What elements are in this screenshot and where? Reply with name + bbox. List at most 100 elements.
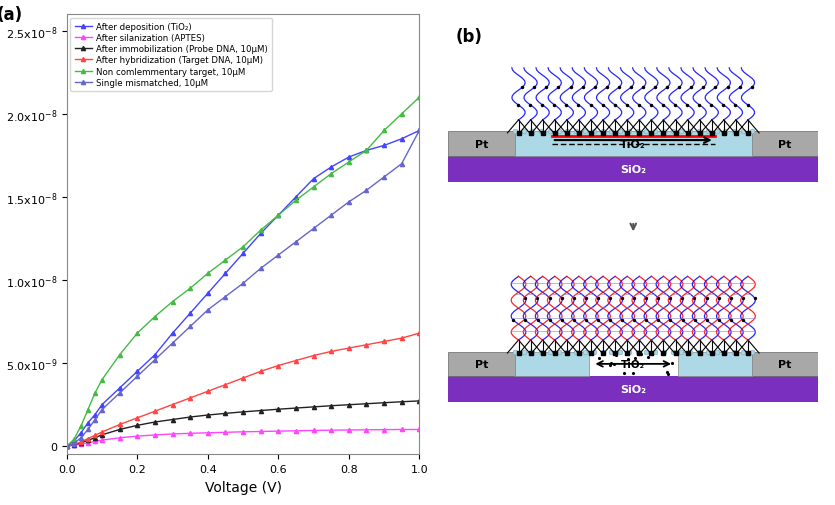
After hybridization (Target DNA, 10μM) — [220, 382, 230, 388]
Non comlemmentary target, 10μM — [83, 407, 93, 413]
After immobilization (Probe DNA, 10μM) — [256, 408, 266, 414]
X-axis label: Voltage (V): Voltage (V) — [205, 480, 281, 494]
After silanization (APTES) — [185, 430, 195, 436]
After silanization (APTES) — [83, 440, 93, 446]
Non comlemmentary target, 10μM — [326, 171, 337, 177]
After hybridization (Target DNA, 10μM) — [308, 353, 318, 359]
After hybridization (Target DNA, 10μM) — [90, 432, 100, 438]
Single mismatched, 10μM — [362, 188, 372, 194]
Single mismatched, 10μM — [68, 441, 78, 447]
After immobilization (Probe DNA, 10μM) — [291, 405, 301, 411]
After immobilization (Probe DNA, 10μM) — [62, 443, 72, 449]
After deposition (TiO₂) — [397, 136, 407, 142]
Non comlemmentary target, 10μM — [68, 436, 78, 442]
After silanization (APTES) — [291, 428, 301, 434]
Non comlemmentary target, 10μM — [168, 299, 178, 305]
Text: (a): (a) — [0, 7, 23, 24]
After silanization (APTES) — [168, 431, 178, 437]
After immobilization (Probe DNA, 10μM) — [326, 403, 337, 409]
After hybridization (Target DNA, 10μM) — [76, 439, 86, 445]
After deposition (TiO₂) — [362, 148, 372, 154]
Single mismatched, 10μM — [238, 281, 248, 287]
Single mismatched, 10μM — [414, 128, 424, 134]
Single mismatched, 10μM — [83, 427, 93, 433]
Non comlemmentary target, 10μM — [220, 258, 230, 264]
After hybridization (Target DNA, 10μM) — [238, 375, 248, 381]
Non comlemmentary target, 10μM — [62, 443, 72, 449]
Single mismatched, 10μM — [168, 340, 178, 346]
Line: After immobilization (Probe DNA, 10μM): After immobilization (Probe DNA, 10μM) — [65, 399, 422, 448]
Non comlemmentary target, 10μM — [379, 128, 389, 134]
Single mismatched, 10μM — [256, 266, 266, 272]
After deposition (TiO₂) — [62, 443, 72, 449]
After hybridization (Target DNA, 10μM) — [62, 443, 72, 449]
Line: After silanization (APTES): After silanization (APTES) — [65, 428, 422, 448]
Non comlemmentary target, 10μM — [362, 148, 372, 154]
After deposition (TiO₂) — [68, 438, 78, 444]
After silanization (APTES) — [362, 427, 372, 433]
After silanization (APTES) — [76, 441, 86, 447]
After silanization (APTES) — [68, 442, 78, 448]
Non comlemmentary target, 10μM — [397, 112, 407, 118]
Non comlemmentary target, 10μM — [414, 95, 424, 101]
After hybridization (Target DNA, 10μM) — [256, 369, 266, 375]
Single mismatched, 10μM — [203, 307, 213, 313]
Non comlemmentary target, 10μM — [238, 244, 248, 250]
After immobilization (Probe DNA, 10μM) — [168, 417, 178, 423]
After deposition (TiO₂) — [256, 231, 266, 237]
After deposition (TiO₂) — [150, 352, 160, 358]
After silanization (APTES) — [132, 433, 142, 439]
After immobilization (Probe DNA, 10μM) — [76, 440, 86, 446]
After deposition (TiO₂) — [114, 385, 124, 391]
After deposition (TiO₂) — [90, 412, 100, 418]
Single mismatched, 10μM — [90, 417, 100, 423]
After silanization (APTES) — [203, 430, 213, 436]
Non comlemmentary target, 10μM — [344, 160, 354, 166]
After silanization (APTES) — [238, 429, 248, 435]
Single mismatched, 10μM — [97, 407, 107, 413]
After immobilization (Probe DNA, 10μM) — [203, 412, 213, 418]
After hybridization (Target DNA, 10μM) — [185, 395, 195, 401]
Non comlemmentary target, 10μM — [97, 377, 107, 383]
Line: After hybridization (Target DNA, 10μM): After hybridization (Target DNA, 10μM) — [65, 331, 422, 448]
After hybridization (Target DNA, 10μM) — [97, 429, 107, 435]
After deposition (TiO₂) — [308, 176, 318, 182]
After silanization (APTES) — [344, 427, 354, 433]
After deposition (TiO₂) — [238, 251, 248, 257]
Non comlemmentary target, 10μM — [185, 286, 195, 292]
After deposition (TiO₂) — [76, 430, 86, 436]
After silanization (APTES) — [114, 435, 124, 441]
After immobilization (Probe DNA, 10μM) — [362, 401, 372, 407]
Single mismatched, 10μM — [150, 357, 160, 363]
After silanization (APTES) — [308, 428, 318, 434]
After silanization (APTES) — [326, 427, 337, 433]
Non comlemmentary target, 10μM — [256, 228, 266, 234]
After immobilization (Probe DNA, 10μM) — [83, 437, 93, 443]
Legend: After deposition (TiO₂), After silanization (APTES), After immobilization (Probe: After deposition (TiO₂), After silanizat… — [70, 19, 272, 92]
After deposition (TiO₂) — [326, 165, 337, 171]
After immobilization (Probe DNA, 10μM) — [238, 409, 248, 415]
Non comlemmentary target, 10μM — [76, 423, 86, 429]
Single mismatched, 10μM — [76, 435, 86, 441]
After hybridization (Target DNA, 10μM) — [83, 436, 93, 442]
After hybridization (Target DNA, 10μM) — [68, 441, 78, 447]
After silanization (APTES) — [150, 432, 160, 438]
Single mismatched, 10μM — [132, 374, 142, 380]
Non comlemmentary target, 10μM — [150, 314, 160, 320]
After silanization (APTES) — [62, 443, 72, 449]
Non comlemmentary target, 10μM — [273, 213, 283, 219]
After hybridization (Target DNA, 10μM) — [132, 415, 142, 421]
After silanization (APTES) — [220, 429, 230, 435]
Single mismatched, 10μM — [114, 390, 124, 396]
After silanization (APTES) — [90, 438, 100, 444]
Single mismatched, 10μM — [291, 239, 301, 245]
Single mismatched, 10μM — [273, 252, 283, 259]
Non comlemmentary target, 10μM — [90, 390, 100, 396]
Non comlemmentary target, 10μM — [132, 330, 142, 336]
Single mismatched, 10μM — [379, 175, 389, 181]
After hybridization (Target DNA, 10μM) — [291, 358, 301, 364]
After immobilization (Probe DNA, 10μM) — [397, 399, 407, 405]
After deposition (TiO₂) — [168, 330, 178, 336]
After immobilization (Probe DNA, 10μM) — [185, 414, 195, 420]
Single mismatched, 10μM — [326, 213, 337, 219]
